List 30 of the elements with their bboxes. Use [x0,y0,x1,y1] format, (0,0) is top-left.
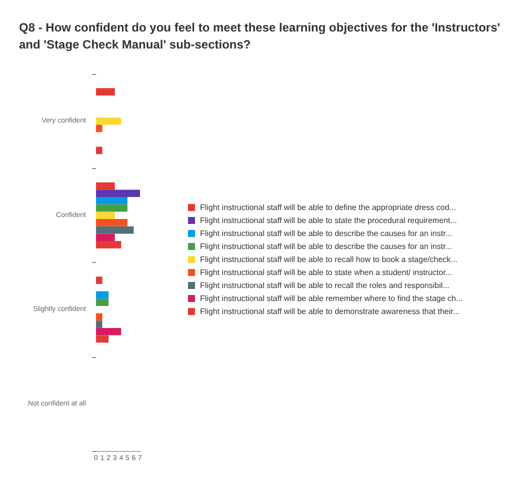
bar [96,212,115,220]
bar [96,298,109,306]
bar [96,313,102,321]
bar [96,219,128,226]
bar [96,190,140,198]
bar [96,291,109,299]
bar [96,335,109,343]
bar [96,88,115,96]
legend-label: Flight instructional staff will be able to describe the causes for an instr... [200,229,452,238]
bar [96,117,122,125]
bar [96,197,128,204]
bar [96,204,128,212]
legend-label: Flight instructional staff will be able to state when a student/ instructor... [200,268,452,277]
bar [96,124,102,132]
legend-label: Flight instructional staff will be able to define the appropriate dress cod... [200,203,456,212]
bar [96,328,122,336]
bar [96,182,115,190]
legend-label: Flight instructional staff will be able to recall the roles and responsibil... [200,281,450,290]
bar [96,241,122,248]
bar [96,234,115,242]
bar [96,226,134,234]
legend-label: Flight instructional staff will be able to state the procedural requirement... [200,216,457,225]
legend-label: Flight instructional staff will be able remember where to find the stage ch... [200,294,463,303]
legend-label: Flight instructional staff will be able to demonstrate awareness that their... [200,307,460,316]
legend-label: Flight instructional staff will be able to recall how to book a stage/check... [200,255,458,264]
bar [96,146,102,154]
legend-label: Flight instructional staff will be able to describe the causes for an instr... [200,242,452,251]
bar [96,320,102,328]
bar [96,276,102,284]
text: Q8 - How confident do you feel to meet these learning objectives for the 'Instructors' and 'Stage Check Manual' sub-sections? [19,20,504,52]
